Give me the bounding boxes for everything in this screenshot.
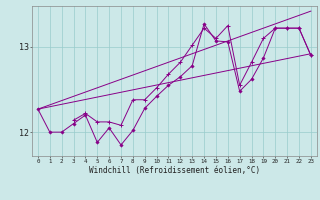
X-axis label: Windchill (Refroidissement éolien,°C): Windchill (Refroidissement éolien,°C): [89, 166, 260, 175]
